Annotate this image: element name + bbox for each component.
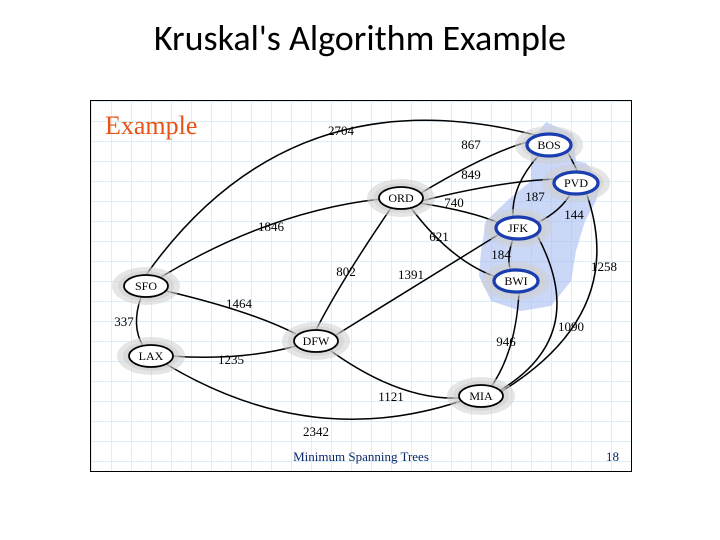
node-label-PVD: PVD xyxy=(564,176,588,190)
edge-weight-ORD-JFK: 740 xyxy=(444,195,464,210)
node-label-ORD: ORD xyxy=(388,191,414,205)
edge-weight-JFK-BWI: 184 xyxy=(491,247,511,262)
node-label-BWI: BWI xyxy=(504,274,527,288)
edge-weight-SFO-BOS: 2704 xyxy=(328,123,355,138)
edge-weight-SFO-LAX: 337 xyxy=(114,314,134,329)
node-label-BOS: BOS xyxy=(537,138,560,152)
edge-weight-PVD-JFK: 144 xyxy=(564,207,584,222)
edge-weight-BOS-JFK: 187 xyxy=(525,189,545,204)
edge-LAX-MIA xyxy=(166,364,461,419)
edge-weight-SFO-ORD: 1846 xyxy=(258,219,285,234)
node-label-MIA: MIA xyxy=(469,389,493,403)
edge-weight-SFO-DFW: 1464 xyxy=(226,296,253,311)
edge-weight-BWI-MIA: 946 xyxy=(496,334,516,349)
edge-DFW-JFK xyxy=(336,233,501,335)
edge-weight-LAX-DFW: 1235 xyxy=(218,352,244,367)
node-label-SFO: SFO xyxy=(135,279,157,293)
edge-weight-DFW-JFK: 1391 xyxy=(398,267,424,282)
node-label-LAX: LAX xyxy=(139,349,164,363)
graph-svg: 2704 867 849 144 187 740 621 184 1846 802 1464 337 1… xyxy=(91,101,631,471)
page-number: 18 xyxy=(606,449,619,465)
figure-panel: Example 27048678491441877406211841846802… xyxy=(90,100,632,472)
edge-weight-ORD-BWI: 621 xyxy=(429,229,449,244)
footer-caption: Minimum Spanning Trees xyxy=(91,449,631,465)
edge-weight-BOS-MIA: 1258 xyxy=(591,259,617,274)
edge-weight-JFK-MIA: 1090 xyxy=(558,319,584,334)
node-label-JFK: JFK xyxy=(508,221,528,235)
edge-weight-ORD-DFW: 802 xyxy=(336,264,356,279)
edge-weight-LAX-MIA: 2342 xyxy=(303,424,329,439)
edge-weight-ORD-BOS: 867 xyxy=(461,137,481,152)
edge-weight-DFW-MIA: 1121 xyxy=(378,389,404,404)
edge-weight-ORD-PVD: 849 xyxy=(461,167,481,182)
slide-title: Kruskal's Algorithm Example xyxy=(0,16,720,60)
node-label-DFW: DFW xyxy=(303,334,330,348)
